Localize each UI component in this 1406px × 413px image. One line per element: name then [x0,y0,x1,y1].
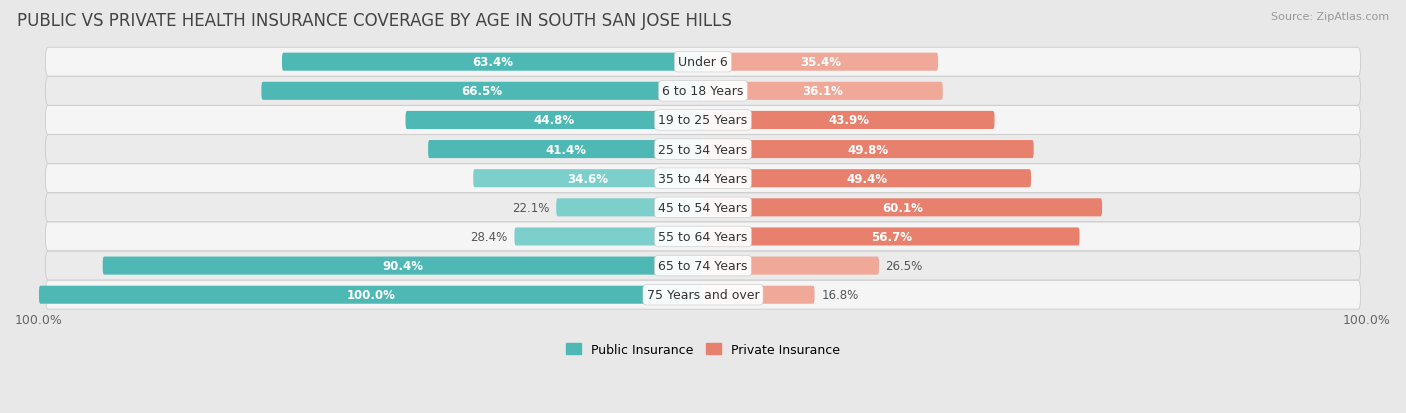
FancyBboxPatch shape [45,193,1361,222]
Text: 63.4%: 63.4% [472,56,513,69]
FancyBboxPatch shape [45,164,1361,193]
FancyBboxPatch shape [703,112,994,130]
Text: 35 to 44 Years: 35 to 44 Years [658,172,748,185]
Text: 19 to 25 Years: 19 to 25 Years [658,114,748,127]
Text: 45 to 54 Years: 45 to 54 Years [658,202,748,214]
FancyBboxPatch shape [45,77,1361,106]
FancyBboxPatch shape [45,106,1361,135]
Text: 41.4%: 41.4% [546,143,586,156]
FancyBboxPatch shape [703,141,1033,159]
FancyBboxPatch shape [703,54,938,71]
Text: 66.5%: 66.5% [461,85,503,98]
FancyBboxPatch shape [45,48,1361,77]
FancyBboxPatch shape [703,83,943,101]
Text: 26.5%: 26.5% [886,259,922,273]
Text: 90.4%: 90.4% [382,259,423,273]
FancyBboxPatch shape [283,54,703,71]
FancyBboxPatch shape [405,112,703,130]
Text: 34.6%: 34.6% [568,172,609,185]
FancyBboxPatch shape [45,252,1361,280]
Text: 35.4%: 35.4% [800,56,841,69]
FancyBboxPatch shape [703,286,814,304]
FancyBboxPatch shape [515,228,703,246]
FancyBboxPatch shape [703,228,1080,246]
Text: 49.4%: 49.4% [846,172,887,185]
FancyBboxPatch shape [474,170,703,188]
FancyBboxPatch shape [39,286,703,304]
Text: 22.1%: 22.1% [512,202,550,214]
Text: 55 to 64 Years: 55 to 64 Years [658,230,748,243]
Text: 60.1%: 60.1% [882,202,922,214]
Text: 6 to 18 Years: 6 to 18 Years [662,85,744,98]
FancyBboxPatch shape [262,83,703,101]
FancyBboxPatch shape [45,280,1361,309]
FancyBboxPatch shape [703,257,879,275]
Text: Under 6: Under 6 [678,56,728,69]
Text: 100.0%: 100.0% [346,289,395,301]
Text: 36.1%: 36.1% [803,85,844,98]
Text: Source: ZipAtlas.com: Source: ZipAtlas.com [1271,12,1389,22]
FancyBboxPatch shape [103,257,703,275]
Text: 49.8%: 49.8% [848,143,889,156]
FancyBboxPatch shape [45,135,1361,164]
Text: 28.4%: 28.4% [471,230,508,243]
FancyBboxPatch shape [427,141,703,159]
Text: 75 Years and over: 75 Years and over [647,289,759,301]
Text: 56.7%: 56.7% [870,230,911,243]
FancyBboxPatch shape [45,223,1361,251]
FancyBboxPatch shape [703,199,1102,217]
Text: 44.8%: 44.8% [534,114,575,127]
Legend: Public Insurance, Private Insurance: Public Insurance, Private Insurance [561,338,845,361]
Text: 43.9%: 43.9% [828,114,869,127]
FancyBboxPatch shape [557,199,703,217]
Text: 25 to 34 Years: 25 to 34 Years [658,143,748,156]
Text: 65 to 74 Years: 65 to 74 Years [658,259,748,273]
Text: 16.8%: 16.8% [821,289,859,301]
FancyBboxPatch shape [703,170,1031,188]
Text: PUBLIC VS PRIVATE HEALTH INSURANCE COVERAGE BY AGE IN SOUTH SAN JOSE HILLS: PUBLIC VS PRIVATE HEALTH INSURANCE COVER… [17,12,731,30]
